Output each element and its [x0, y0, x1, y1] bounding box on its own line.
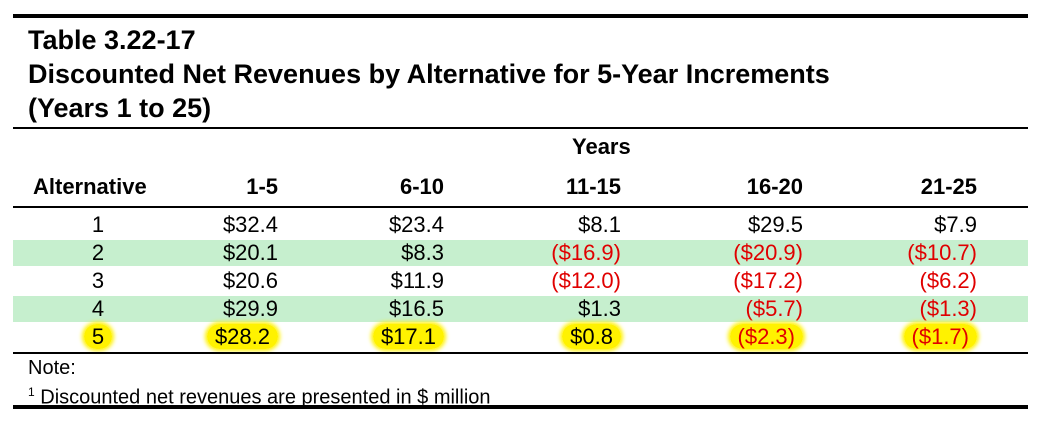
top-rule — [13, 14, 1028, 18]
value-cell-11-15: $1.3 — [578, 296, 621, 321]
bottom-rule — [13, 405, 1028, 409]
table-row: 5 $28.2 $17.1 $0.8 ($2.3) ($1.7) — [0, 324, 1041, 350]
header-rule — [13, 206, 1028, 208]
value-cell-21-25: ($10.7) — [907, 240, 977, 265]
alternative-cell: 2 — [91, 240, 105, 265]
table-title: Discounted Net Revenues by Alternative f… — [28, 59, 830, 89]
value-cell-11-15: ($12.0) — [551, 268, 621, 293]
footnote-marker: 1 — [28, 385, 35, 399]
col-header-21-25: 21-25 — [920, 174, 977, 199]
value-cell-16-20: ($5.7) — [745, 296, 803, 321]
footnote-text: Discounted net revenues are presented in… — [34, 386, 491, 409]
value-cell-21-25: ($1.7) — [903, 324, 977, 349]
value-cell-21-25: $7.9 — [934, 212, 977, 237]
value-cell-16-20: ($2.3) — [729, 324, 803, 349]
value-cell-11-15: $0.8 — [562, 324, 621, 349]
col-header-6-10: 6-10 — [399, 174, 444, 199]
value-cell-11-15: ($16.9) — [551, 240, 621, 265]
col-header-16-20: 16-20 — [746, 174, 803, 199]
row-band — [13, 296, 1028, 322]
alternative-cell: 5 — [83, 324, 113, 349]
col-header-11-15: 11-15 — [565, 174, 621, 199]
value-cell-6-10: $11.9 — [390, 268, 444, 293]
value-cell-16-20: ($17.2) — [733, 268, 803, 293]
table-row: 2 $20.1 $8.3 ($16.9) ($20.9) ($10.7) — [0, 240, 1041, 266]
footnote: 1 Discounted net revenues are presented … — [28, 380, 491, 410]
table-subtitle: (Years 1 to 25) — [28, 93, 212, 123]
value-cell-21-25: ($1.3) — [919, 296, 977, 321]
alternative-cell: 4 — [91, 296, 105, 321]
col-header-1-5: 1-5 — [246, 174, 278, 199]
value-cell-16-20: $29.5 — [747, 212, 803, 237]
title-rule — [13, 127, 1028, 129]
alternative-cell: 1 — [91, 212, 105, 237]
table-row: 1 $32.4 $23.4 $8.1 $29.5 $7.9 — [0, 212, 1041, 238]
value-cell-1-5: $29.9 — [222, 296, 278, 321]
value-cell-6-10: $8.3 — [401, 240, 444, 265]
col-header-alternative: Alternative — [33, 174, 147, 199]
value-cell-6-10: $17.1 — [372, 324, 444, 349]
value-cell-16-20: ($20.9) — [733, 240, 803, 265]
value-cell-1-5: $20.6 — [222, 268, 278, 293]
value-cell-6-10: $16.5 — [388, 296, 444, 321]
body-rule — [13, 352, 1028, 354]
years-group-header: Years — [572, 134, 631, 159]
alternative-cell: 3 — [91, 268, 105, 293]
table-row: 3 $20.6 $11.9 ($12.0) ($17.2) ($6.2) — [0, 268, 1041, 294]
table-number: Table 3.22-17 — [28, 25, 196, 55]
table-row: 4 $29.9 $16.5 $1.3 ($5.7) ($1.3) — [0, 296, 1041, 322]
value-cell-21-25: ($6.2) — [919, 268, 977, 293]
value-cell-1-5: $32.4 — [222, 212, 278, 237]
note-label: Note: — [28, 357, 76, 379]
value-cell-1-5: $28.2 — [206, 324, 278, 349]
value-cell-6-10: $23.4 — [388, 212, 444, 237]
row-band — [13, 240, 1028, 266]
value-cell-11-15: $8.1 — [578, 212, 621, 237]
value-cell-1-5: $20.1 — [222, 240, 278, 265]
